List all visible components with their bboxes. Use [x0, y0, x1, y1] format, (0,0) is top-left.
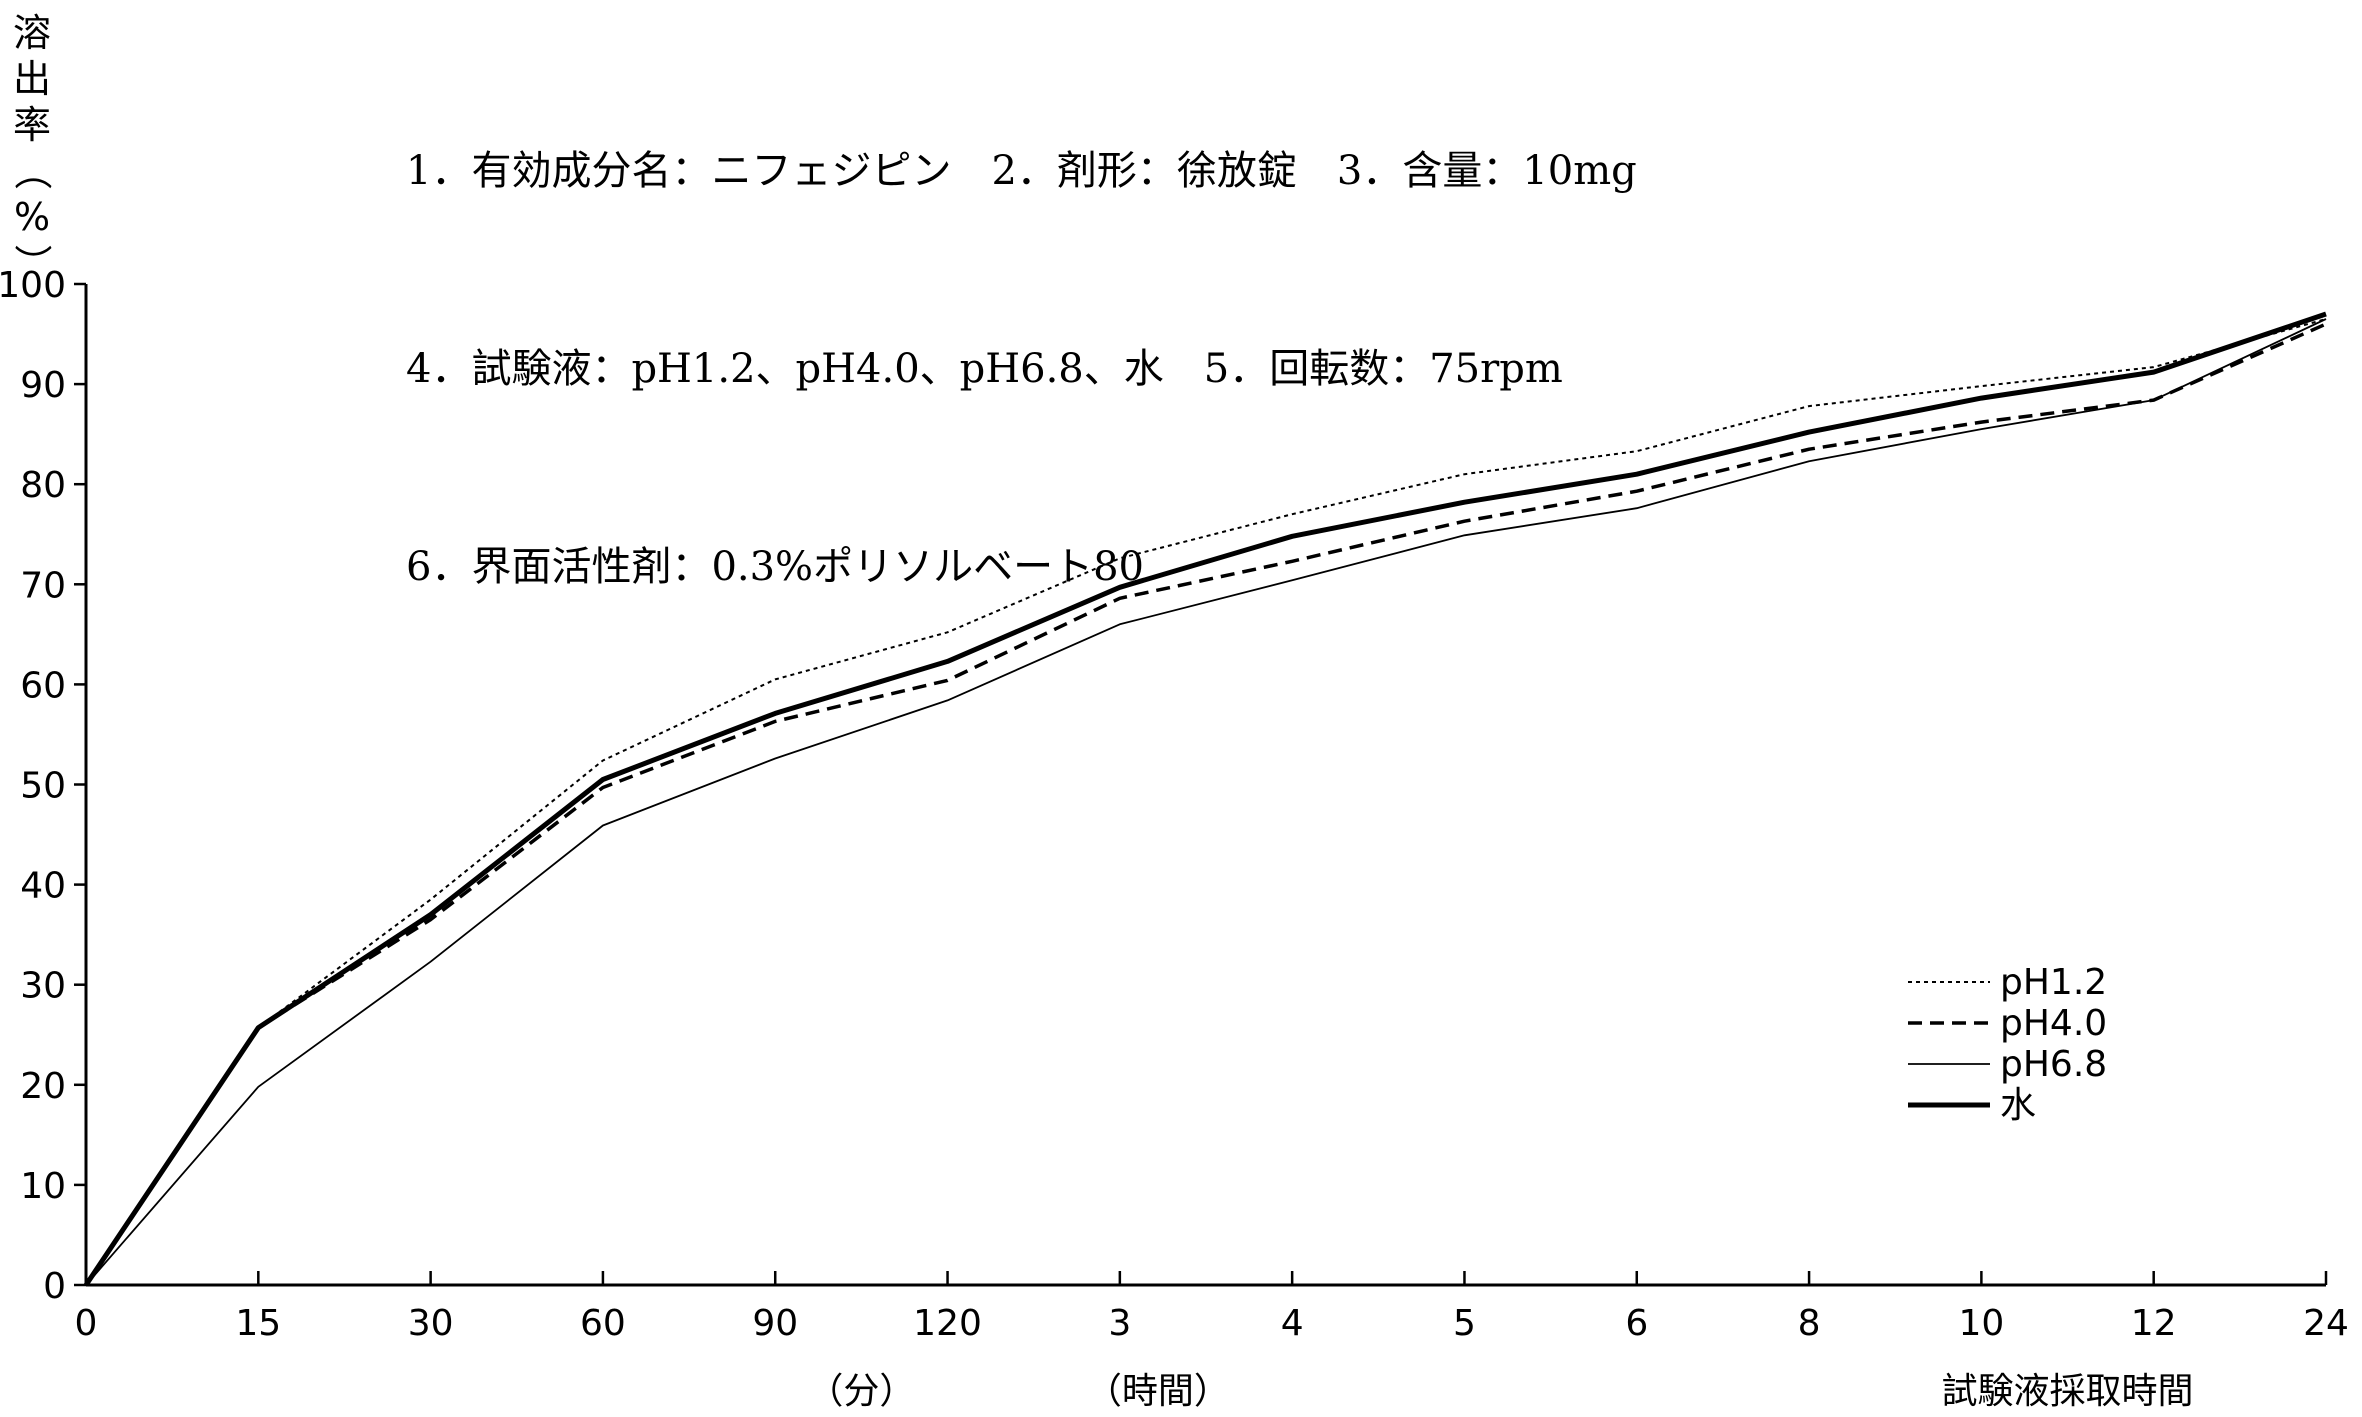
x-tick-label: 0 — [75, 1303, 98, 1344]
y-tick-label: 60 — [20, 665, 66, 706]
y-ticks: 0 10 20 30 40 50 60 70 80 90 100 — [0, 265, 86, 1307]
series-line-水 — [83, 311, 2327, 1287]
x-tick-label: 4 — [1281, 1303, 1304, 1344]
y-tick-label: 90 — [20, 365, 66, 406]
condition-line-2: 4．試験液：pH1.2、pH4.0、pH6.8、水 5．回転数：75rpm — [406, 346, 1563, 392]
axes — [84, 284, 2326, 1287]
x-tick-label: 90 — [752, 1303, 798, 1344]
x-tick-label: 12 — [2131, 1303, 2177, 1344]
y-tick-label: 0 — [43, 1266, 66, 1307]
legend-label: 水 — [2000, 1085, 2036, 1126]
x-ticks: 0 15 30 60 90 120 3 4 5 6 8 10 12 24 — [75, 1271, 2349, 1344]
series-lines — [83, 311, 2327, 1287]
x-tick-label: 30 — [408, 1303, 454, 1344]
y-axis-label-char: % — [13, 195, 51, 239]
y-tick-label: 20 — [20, 1066, 66, 1107]
y-axis-label-char: 率 — [12, 103, 51, 147]
y-axis-label-char: 溶 — [12, 11, 51, 55]
x-tick-label: 10 — [1958, 1303, 2004, 1344]
condition-line-1: 1．有効成分名：ニフェジピン 2．剤形：徐放錠 3．含量：10mg — [406, 148, 1637, 194]
x-tick-label: 5 — [1453, 1303, 1476, 1344]
x-tick-label: 120 — [913, 1303, 982, 1344]
x-tick-label: 6 — [1625, 1303, 1648, 1344]
y-tick-label: 70 — [20, 565, 66, 606]
x-tick-label: 60 — [580, 1303, 626, 1344]
y-tick-label: 30 — [20, 966, 66, 1007]
y-tick-label: 80 — [20, 465, 66, 506]
y-tick-label: 50 — [20, 766, 66, 807]
legend-label: pH6.8 — [2000, 1044, 2107, 1085]
condition-line-3: 6．界面活性剤：0.3%ポリソルベート80 — [406, 544, 1144, 590]
legend-label: pH1.2 — [2000, 962, 2107, 1003]
legend-label: pH4.0 — [2000, 1003, 2107, 1044]
series-line-pH6.8 — [85, 318, 2327, 1286]
y-tick-label: 100 — [0, 265, 66, 306]
y-axis-label: 溶出率（%） — [10, 10, 54, 286]
y-axis-label-char: 出 — [12, 57, 51, 101]
y-tick-label: 10 — [20, 1166, 66, 1207]
x-unit-labels: （分） （時間） 試験液採取時間 — [807, 1371, 2193, 1412]
x-tick-label: 24 — [2303, 1303, 2349, 1344]
series-line-pH1.2 — [85, 318, 2327, 1286]
x-axis-label: 試験液採取時間 — [1942, 1371, 2194, 1412]
x-unit-minutes: （分） — [807, 1371, 915, 1412]
x-unit-hours: （時間） — [1086, 1371, 1230, 1412]
y-tick-label: 40 — [20, 866, 66, 907]
x-tick-label: 8 — [1798, 1303, 1821, 1344]
x-tick-label: 15 — [235, 1303, 281, 1344]
test-conditions: 1．有効成分名：ニフェジピン 2．剤形：徐放錠 3．含量：10mg 4．試験液：… — [406, 6, 1637, 666]
x-tick-label: 3 — [1108, 1303, 1131, 1344]
series-line-pH4.0 — [84, 322, 2327, 1286]
